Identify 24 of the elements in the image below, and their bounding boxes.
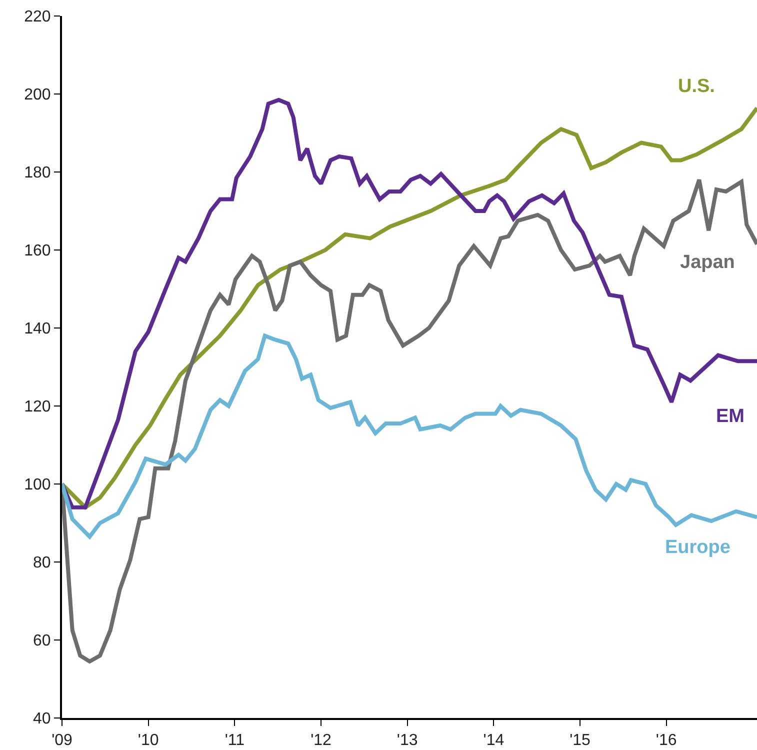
x-tick-label: '16 bbox=[656, 732, 677, 750]
y-tick-label: 180 bbox=[24, 164, 51, 182]
line-series bbox=[62, 334, 757, 539]
x-tick-label: '15 bbox=[570, 732, 591, 750]
y-tick-label: 100 bbox=[24, 476, 51, 494]
x-tick-label: '09 bbox=[52, 732, 73, 750]
y-tick-label: 60 bbox=[33, 632, 51, 650]
y-tick-label: 40 bbox=[33, 710, 51, 728]
y-tick-label: 140 bbox=[24, 320, 51, 338]
x-tick-label: '14 bbox=[483, 732, 504, 750]
y-tick-label: 200 bbox=[24, 86, 51, 104]
x-tick-label: '12 bbox=[310, 732, 332, 750]
y-tick-label: 160 bbox=[24, 242, 51, 260]
y-tick-label: 120 bbox=[24, 398, 51, 416]
x-tick-label: '10 bbox=[138, 732, 159, 750]
line-series bbox=[62, 178, 757, 664]
text: U.S. bbox=[678, 76, 715, 97]
series-label: Europe bbox=[665, 537, 730, 558]
x-tick-label: '13 bbox=[396, 732, 418, 750]
x-tick-label: '11 bbox=[224, 732, 245, 750]
y-tick-label: 220 bbox=[24, 8, 51, 26]
series-label: EM bbox=[716, 406, 744, 427]
y-tick-label: 80 bbox=[33, 554, 51, 572]
series-label: Japan bbox=[680, 252, 735, 273]
